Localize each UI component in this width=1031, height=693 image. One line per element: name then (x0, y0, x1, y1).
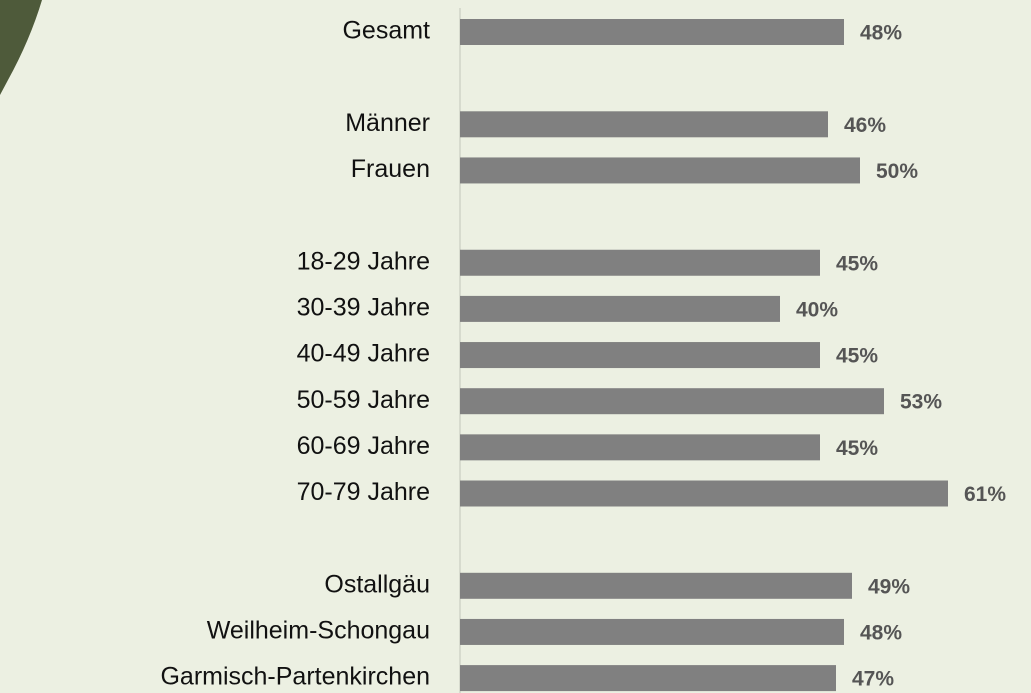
category-label: 50-59 Jahre (297, 386, 430, 414)
bar (460, 388, 884, 415)
value-label: 46% (844, 114, 886, 137)
value-label: 45% (836, 252, 878, 275)
category-label: 30-39 Jahre (297, 294, 430, 322)
value-label: 49% (868, 575, 910, 598)
bar (460, 572, 852, 599)
value-label: 45% (836, 345, 878, 368)
category-label: Gesamt (342, 17, 430, 45)
category-label: Weilheim-Schongau (207, 617, 430, 645)
category-label: 18-29 Jahre (297, 247, 430, 275)
value-label: 40% (796, 298, 838, 321)
value-label: 45% (836, 437, 878, 460)
value-label: 48% (860, 621, 902, 644)
bar (460, 111, 828, 138)
category-label: Frauen (351, 155, 430, 183)
category-label: 60-69 Jahre (297, 432, 430, 460)
value-label: 47% (852, 668, 894, 691)
value-label: 61% (964, 483, 1006, 506)
corner-image (0, 0, 42, 95)
bar (460, 434, 820, 461)
bar (460, 249, 820, 276)
bar (460, 665, 836, 692)
bar (460, 295, 780, 322)
bar (460, 618, 844, 645)
bar (460, 342, 820, 369)
bar (460, 19, 844, 45)
category-label: Garmisch-Partenkirchen (160, 663, 430, 691)
category-label: Männer (345, 109, 430, 137)
value-label: 48% (860, 22, 902, 45)
value-label: 50% (876, 160, 918, 183)
bar (460, 480, 948, 507)
value-label: 53% (900, 391, 942, 414)
category-label: 40-49 Jahre (297, 340, 430, 368)
bar (460, 157, 860, 184)
category-label: Ostallgäu (324, 570, 430, 598)
category-label: 70-79 Jahre (297, 478, 430, 506)
